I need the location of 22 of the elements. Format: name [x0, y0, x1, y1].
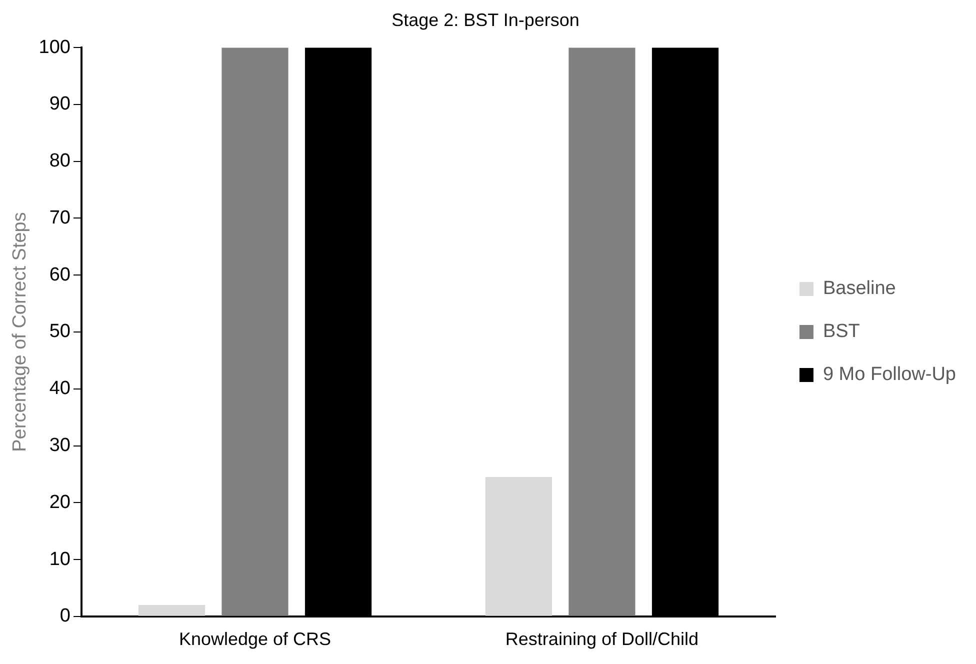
y-tick-label: 90 [49, 94, 70, 115]
x-tick-label: Restraining of Doll/Child [505, 629, 699, 650]
bar [138, 605, 206, 616]
y-tick-label: 40 [49, 378, 70, 400]
y-tick-label: 10 [49, 548, 70, 570]
chart-title: Stage 2: BST In-person [392, 10, 580, 30]
legend-label: 9 Mo Follow-Up [822, 364, 956, 386]
x-tick-label: Knowledge of CRS [178, 629, 332, 650]
legend-label: BST [822, 321, 860, 342]
y-tick-label: 60 [49, 264, 70, 286]
y-tick-label: 80 [49, 150, 70, 172]
bar [485, 477, 552, 616]
y-tick-label: 20 [49, 492, 70, 513]
y-tick-label: 70 [49, 207, 70, 228]
y-axis-title: Percentage of Correct Steps [10, 212, 31, 452]
bar [568, 48, 636, 616]
bar [222, 48, 288, 616]
legend-label: Baseline [822, 278, 896, 300]
y-tick-label: 50 [49, 321, 70, 342]
y-tick-label: 0 [60, 606, 70, 627]
y-tick-label: 30 [49, 434, 70, 456]
y-tick-label: 100 [38, 36, 70, 58]
